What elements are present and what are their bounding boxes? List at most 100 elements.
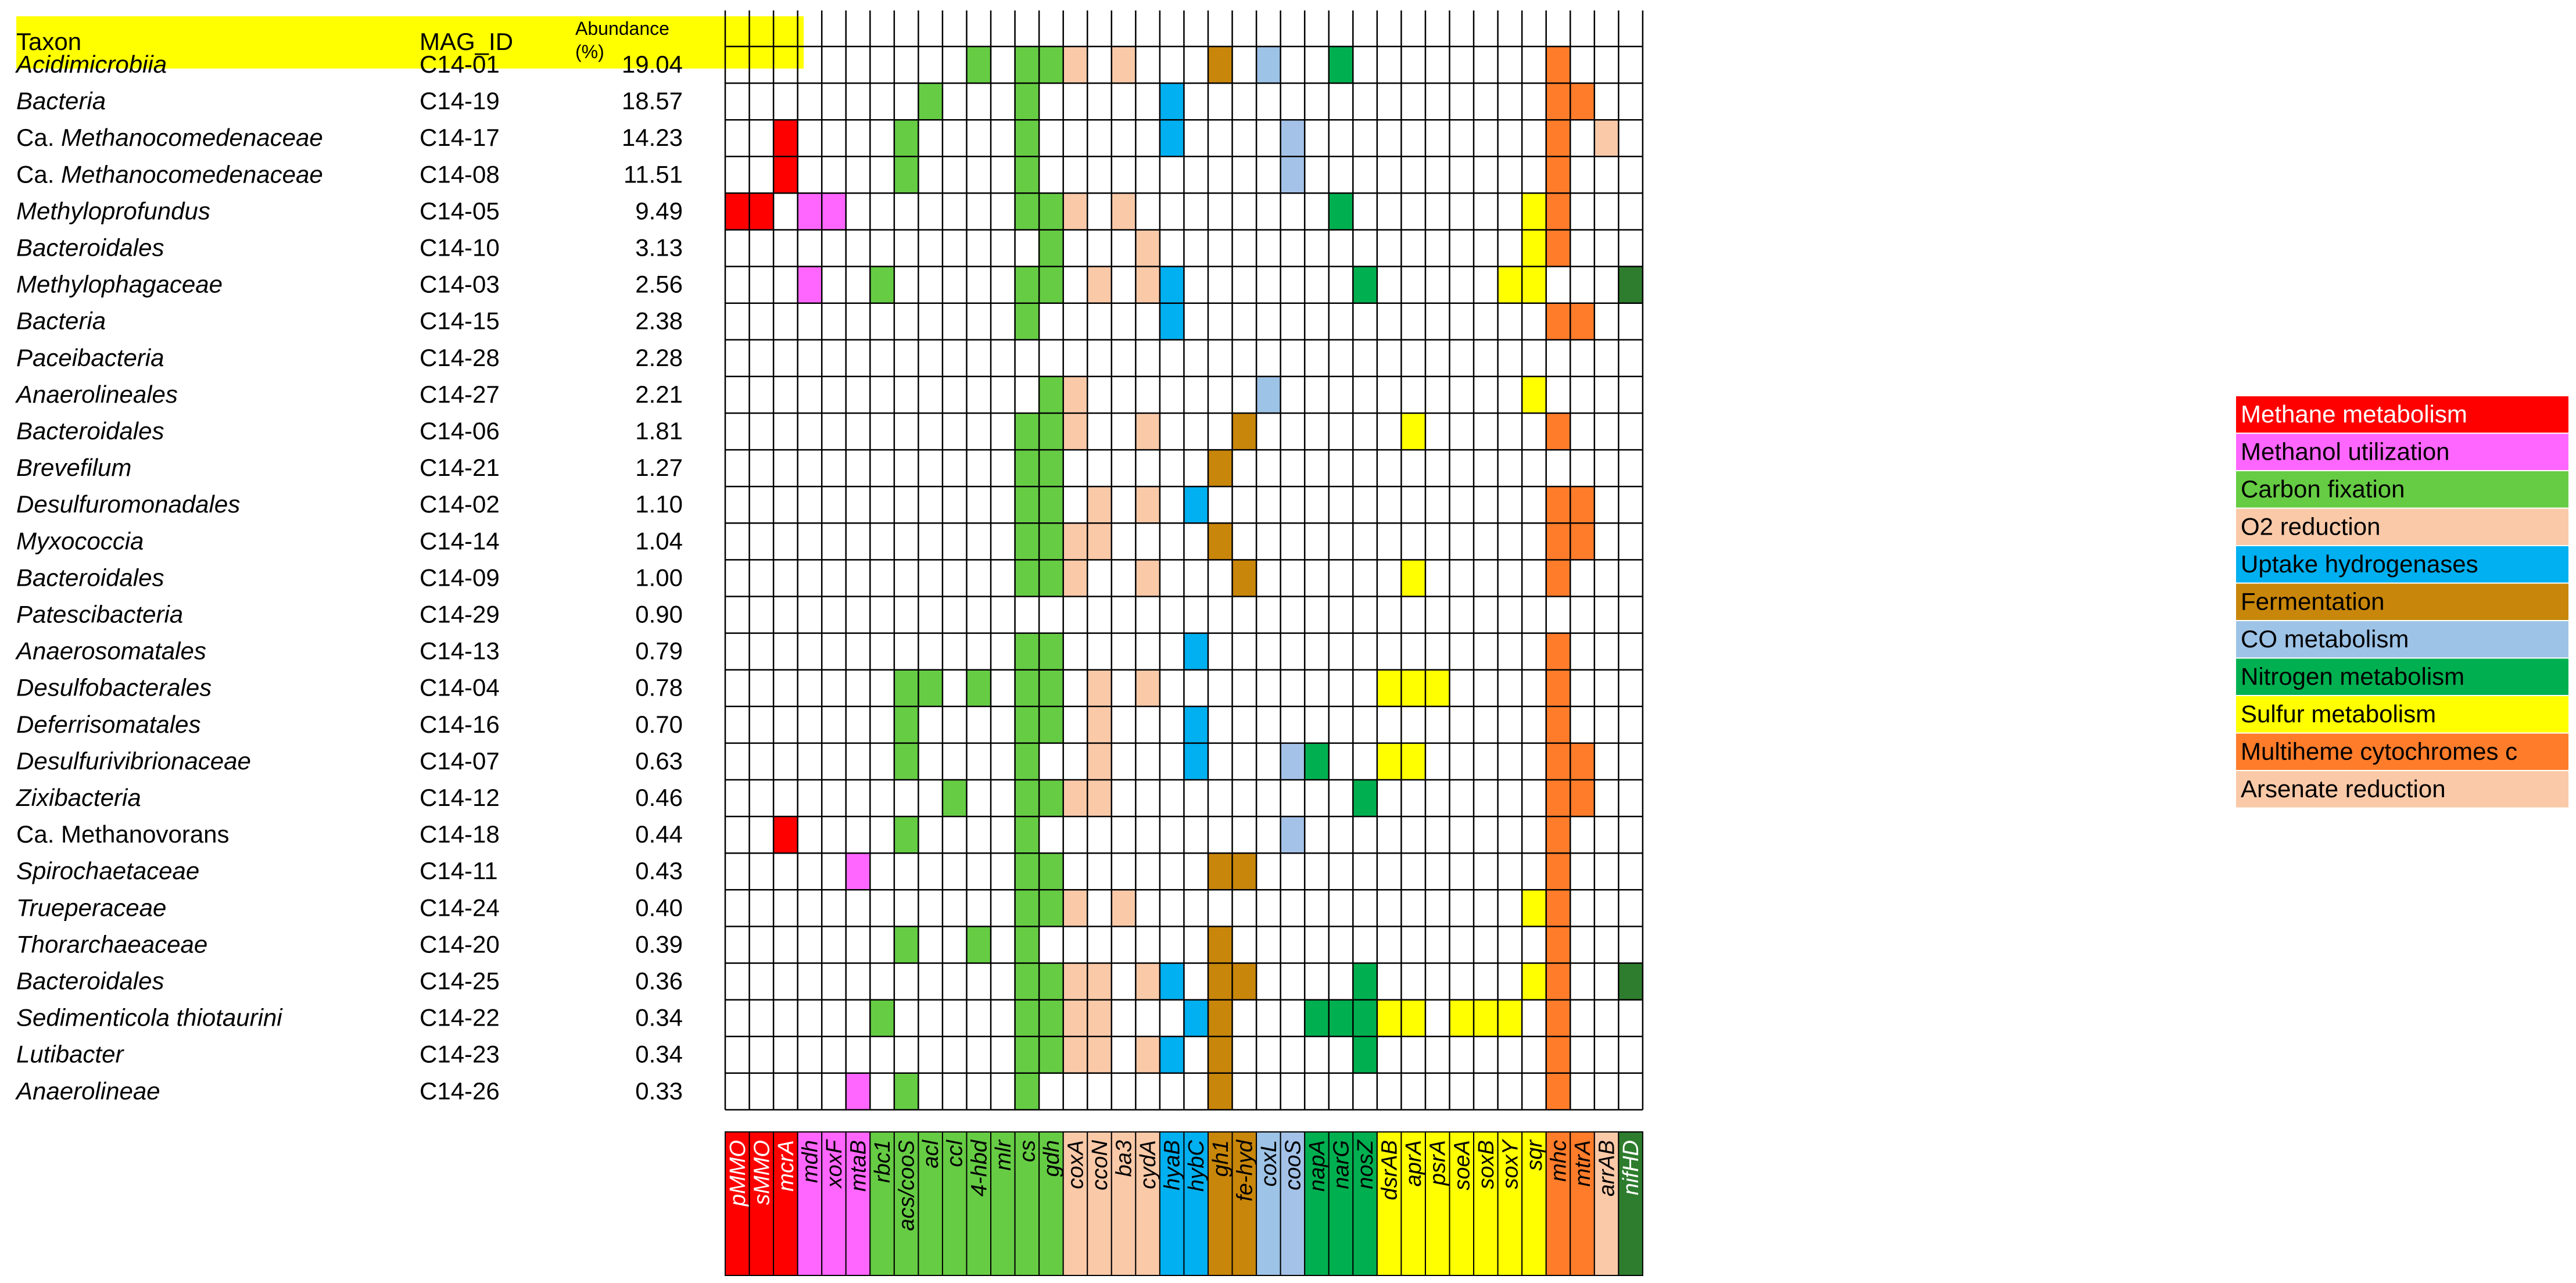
heatmap-cell xyxy=(1618,963,1643,1000)
heatmap-cell xyxy=(1546,523,1571,560)
mag-id-label: C14-16 xyxy=(420,711,500,738)
gene-band-cell xyxy=(1352,1131,1378,1276)
taxon-label: Thorarchaeaceae xyxy=(16,930,207,958)
abundance-value: 0.43 xyxy=(635,857,683,884)
heatmap-cell xyxy=(1522,376,1546,413)
heatmap-cell xyxy=(1546,83,1571,120)
heatmap-cell xyxy=(894,1073,919,1110)
heatmap-cell xyxy=(1111,193,1136,230)
taxon-label: Sedimenticola thiotaurini xyxy=(16,1004,283,1031)
heatmap-cell xyxy=(942,780,967,817)
abundance-value: 0.39 xyxy=(635,930,683,958)
abundance-value: 0.34 xyxy=(635,1004,683,1031)
gene-band-cell xyxy=(1618,1131,1643,1276)
heatmap-cell xyxy=(1039,266,1063,303)
abundance-value: 0.79 xyxy=(635,637,683,665)
heatmap-cell xyxy=(1039,780,1063,817)
taxon-label: Spirochaetaceae xyxy=(16,857,199,884)
heatmap-cell xyxy=(1015,156,1040,193)
legend-swatch xyxy=(2236,733,2568,770)
heatmap-cell xyxy=(1184,706,1208,743)
gene-band-cell xyxy=(1376,1131,1402,1276)
heatmap-cell xyxy=(1546,1036,1571,1073)
heatmap-cell xyxy=(845,1073,870,1110)
heatmap-cell xyxy=(1353,1036,1377,1073)
gene-label: nosZ xyxy=(1353,1139,1378,1189)
heatmap-cell xyxy=(1039,890,1063,927)
taxon-label: Bacteroidales xyxy=(16,234,164,261)
gene-label: xoxF xyxy=(822,1139,847,1189)
heatmap-cell xyxy=(894,706,919,743)
gene-label: mhc xyxy=(1546,1140,1571,1182)
header-abundance-unit: (%) xyxy=(575,41,604,62)
heatmap-cell xyxy=(1039,853,1063,890)
heatmap-cell xyxy=(797,266,822,303)
legend-label: Methane metabolism xyxy=(2241,400,2467,428)
heatmap-cell xyxy=(1184,633,1208,670)
heatmap-cell xyxy=(1208,1073,1233,1110)
heatmap-cell xyxy=(1184,999,1208,1037)
legend-swatch xyxy=(2236,546,2568,583)
heatmap-cell xyxy=(1063,523,1088,560)
heatmap-cell xyxy=(1425,669,1450,707)
heatmap-cell xyxy=(1063,193,1088,230)
heatmap-cell xyxy=(1015,266,1040,303)
abundance-value: 0.78 xyxy=(635,674,683,701)
heatmap-cell xyxy=(1377,669,1402,707)
heatmap-cell xyxy=(1015,816,1040,854)
heatmap-cell xyxy=(966,926,991,963)
heatmap-cell xyxy=(1039,523,1063,560)
gene-label: napA xyxy=(1305,1140,1330,1192)
heatmap-cell xyxy=(1546,120,1571,157)
heatmap-cell xyxy=(1449,999,1474,1037)
gene-band-cell xyxy=(1545,1131,1571,1276)
heatmap-cell xyxy=(1015,853,1040,890)
gene-band-cell xyxy=(1424,1131,1450,1276)
abundance-value: 0.40 xyxy=(635,894,683,921)
heatmap-cell xyxy=(1546,560,1571,597)
heatmap-cell xyxy=(870,266,894,303)
heatmap-cell xyxy=(1377,743,1402,780)
abundance-value: 0.90 xyxy=(635,601,683,628)
mag-id-label: C14-29 xyxy=(420,601,500,628)
heatmap-cell xyxy=(1063,376,1088,413)
heatmap-cell xyxy=(1039,376,1063,413)
abundance-value: 0.70 xyxy=(635,711,683,738)
gene-label: soeA xyxy=(1450,1140,1474,1191)
heatmap-cell xyxy=(773,120,798,157)
heatmap-cell xyxy=(1015,486,1040,524)
heatmap-cell xyxy=(1280,120,1305,157)
gene-label: mtrA xyxy=(1571,1140,1595,1187)
gene-band-cell xyxy=(797,1131,823,1276)
heatmap-cell xyxy=(1159,1036,1184,1073)
taxon-label: Deferrisomatales xyxy=(16,711,200,738)
heatmap-cell xyxy=(894,120,919,157)
gene-label: soxY xyxy=(1498,1138,1522,1189)
heatmap-cell xyxy=(1546,1073,1571,1110)
heatmap-cell xyxy=(1135,230,1160,267)
mag-id-label: C14-25 xyxy=(420,967,500,995)
gene-band-cell xyxy=(1231,1131,1257,1276)
legend-swatch xyxy=(2236,508,2568,545)
heatmap-cell xyxy=(1135,266,1160,303)
heatmap-cell xyxy=(870,999,894,1037)
heatmap-cell xyxy=(1522,230,1546,267)
legend-swatch xyxy=(2236,696,2568,733)
heatmap-cell xyxy=(1546,926,1571,963)
heatmap-cell xyxy=(1497,266,1522,303)
mag-id-label: C14-10 xyxy=(420,234,500,261)
heatmap-cell xyxy=(894,669,919,707)
abundance-value: 0.46 xyxy=(635,784,683,811)
heatmap-cell xyxy=(1159,83,1184,120)
heatmap-cell xyxy=(1184,743,1208,780)
heatmap-cell xyxy=(1546,780,1571,817)
heatmap-cell xyxy=(1039,230,1063,267)
heatmap-cell xyxy=(1546,890,1571,927)
heatmap-cell xyxy=(1522,193,1546,230)
heatmap-cell xyxy=(1087,706,1112,743)
taxon-label: Trueperaceae xyxy=(16,894,166,921)
heatmap-cell xyxy=(1063,963,1088,1000)
taxon-label: Ca. Methanovorans xyxy=(16,820,230,848)
abundance-value: 1.27 xyxy=(635,454,683,481)
abundance-value: 1.81 xyxy=(635,417,683,445)
